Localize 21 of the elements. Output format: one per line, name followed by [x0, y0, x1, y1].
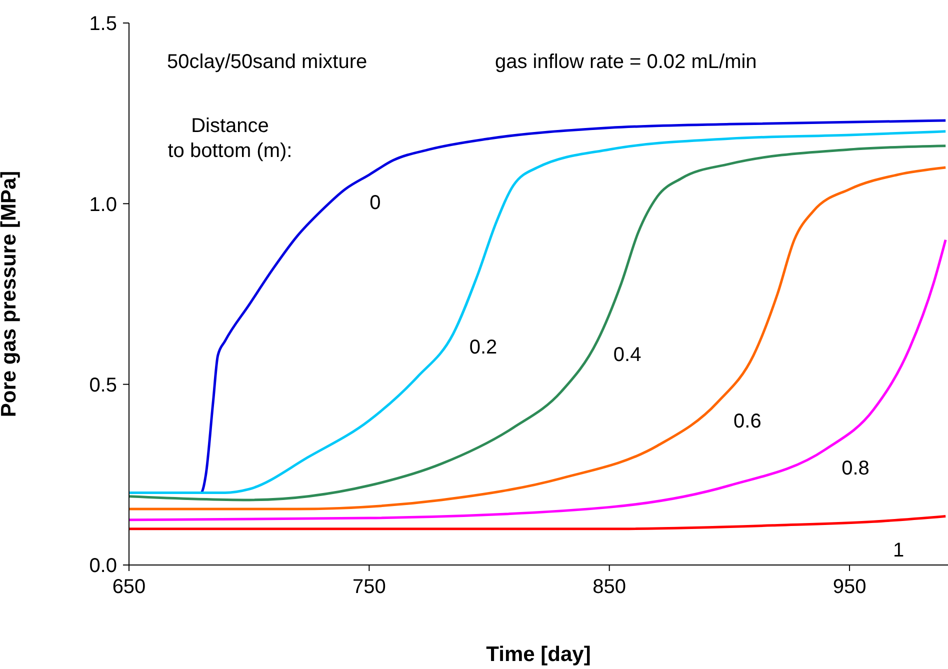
annotation: 50clay/50sand mixture — [167, 51, 368, 74]
line-series — [129, 238, 947, 522]
series-label: 0.2 — [469, 336, 498, 359]
x-tick-label: 950 — [832, 576, 866, 598]
y-tick-label: 1.5 — [89, 13, 117, 36]
series-label: 1 — [892, 540, 904, 562]
y-axis-title: Pore gas pressure [MPa] — [0, 170, 20, 418]
legend-title: Distance to bottom (m): — [166, 114, 294, 164]
series-label: 0.8 — [842, 457, 870, 480]
y-tick-label: 0.5 — [89, 374, 117, 396]
series-label: 0 — [370, 192, 381, 214]
x-axis-title: Time [day] — [486, 643, 591, 666]
y-tick-label: 0.0 — [89, 555, 117, 578]
x-tick-label: 850 — [592, 576, 626, 598]
x-tick-label: 650 — [112, 576, 146, 598]
series-label: 0.4 — [613, 344, 642, 366]
x-tick-label: 750 — [352, 576, 386, 598]
annotation: gas inflow rate = 0.02 mL/min — [495, 51, 757, 74]
series-label: 0.6 — [734, 410, 762, 432]
y-tick-label: 1.0 — [89, 194, 117, 216]
line-series — [129, 514, 947, 530]
